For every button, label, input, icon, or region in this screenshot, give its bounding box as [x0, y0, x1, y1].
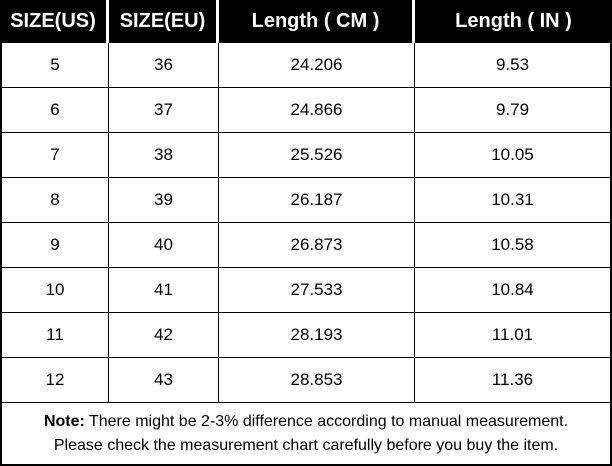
table-cell: 6 [0, 88, 109, 133]
size-chart-body: 5 36 24.206 9.53 6 37 24.866 9.79 7 38 25.526 10.05… [0, 43, 612, 403]
note-line-2: Please check the measurement chart caref… [53, 436, 559, 454]
table-cell: 41 [109, 268, 219, 313]
size-chart-header-row: SIZE(US) SIZE(EU) Length ( CM ) Length ( IN… [0, 0, 612, 43]
table-cell: 24.866 [219, 88, 415, 133]
table-cell: 24.206 [219, 43, 415, 88]
table-cell: 39 [109, 178, 219, 223]
note-text-1: There might be 2-3% difference according… [84, 412, 569, 430]
table-cell: 9 [0, 223, 109, 268]
table-cell: 36 [109, 43, 219, 88]
table-cell: 10.31 [415, 178, 612, 223]
table-cell: 8 [0, 178, 109, 223]
table-row: 10 41 27.533 10.84 [0, 268, 612, 313]
column-header: Length ( CM ) [219, 0, 415, 43]
table-cell: 43 [109, 358, 219, 403]
table-cell: 40 [109, 223, 219, 268]
table-cell: 42 [109, 313, 219, 358]
column-header: SIZE(EU) [109, 0, 219, 43]
table-cell: 10.58 [415, 223, 612, 268]
table-row: 7 38 25.526 10.05 [0, 133, 612, 178]
table-cell: 10.05 [415, 133, 612, 178]
table-cell: 9.53 [415, 43, 612, 88]
table-row: 11 42 28.193 11.01 [0, 313, 612, 358]
table-row: 12 43 28.853 11.36 [0, 358, 612, 403]
table-cell: 26.873 [219, 223, 415, 268]
table-cell: 38 [109, 133, 219, 178]
size-chart-table: SIZE(US) SIZE(EU) Length ( CM ) Length ( IN… [0, 0, 612, 403]
table-cell: 10 [0, 268, 109, 313]
table-row: 9 40 26.873 10.58 [0, 223, 612, 268]
measurement-note: Note: There might be 2-3% difference acc… [0, 403, 612, 466]
table-cell: 7 [0, 133, 109, 178]
table-row: 5 36 24.206 9.53 [0, 43, 612, 88]
table-cell: 25.526 [219, 133, 415, 178]
table-cell: 10.84 [415, 268, 612, 313]
table-cell: 26.187 [219, 178, 415, 223]
table-cell: 27.533 [219, 268, 415, 313]
table-cell: 11 [0, 313, 109, 358]
table-header-row: SIZE(US) SIZE(EU) Length ( CM ) Length ( IN… [0, 0, 612, 43]
note-label: Note: [43, 412, 85, 430]
table-cell: 28.853 [219, 358, 415, 403]
column-header: SIZE(US) [0, 0, 109, 43]
table-row: 6 37 24.866 9.79 [0, 88, 612, 133]
table-cell: 37 [109, 88, 219, 133]
table-cell: 12 [0, 358, 109, 403]
table-cell: 28.193 [219, 313, 415, 358]
table-cell: 5 [0, 43, 109, 88]
note-line-1: Note: There might be 2-3% difference acc… [2, 410, 610, 434]
column-header: Length ( IN ) [415, 0, 612, 43]
table-cell: 9.79 [415, 88, 612, 133]
table-cell: 11.36 [415, 358, 612, 403]
table-cell: 11.01 [415, 313, 612, 358]
table-row: 8 39 26.187 10.31 [0, 178, 612, 223]
